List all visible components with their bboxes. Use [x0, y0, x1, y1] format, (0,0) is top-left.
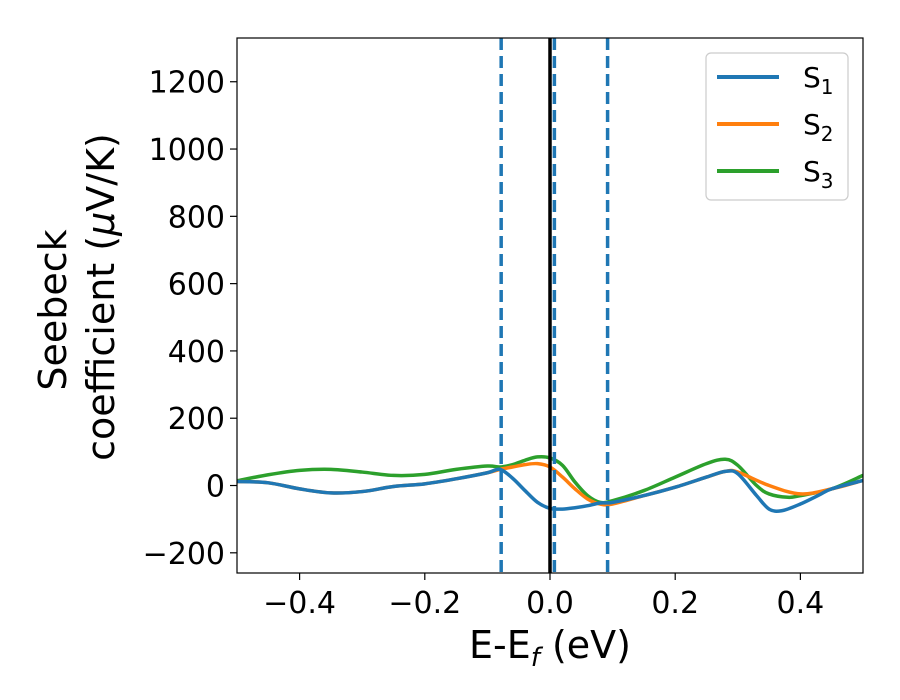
- x-axis-label: E-Ef (eV): [469, 623, 631, 673]
- y-axis-label-line1: Seebeck: [31, 229, 75, 390]
- legend-label-S2: S2: [803, 108, 834, 146]
- series-line-S1: [237, 467, 863, 514]
- y-tick-label: 1200: [149, 66, 225, 101]
- y-axis-label-line2: coefficient (μV/K): [79, 133, 123, 461]
- y-axis-label: Seebeck coefficient (μV/K): [31, 133, 123, 461]
- y-tick-label: −200: [143, 537, 225, 572]
- legend-label-S3: S3: [803, 155, 834, 193]
- y-tick-label: 0: [206, 470, 225, 505]
- x-tick-label: −0.4: [263, 586, 336, 621]
- y-tick-label: 200: [168, 402, 225, 437]
- x-tick-label: −0.2: [388, 586, 461, 621]
- x-tick-label: 0.0: [526, 586, 574, 621]
- y-tick-label: 400: [168, 335, 225, 370]
- series-group: [237, 454, 863, 514]
- y-tick-label: 800: [168, 200, 225, 235]
- legend-box: [705, 52, 849, 201]
- x-tick-label: 0.4: [777, 586, 825, 621]
- y-tick-label: 600: [168, 268, 225, 303]
- series-line-S3: [237, 454, 863, 505]
- x-tick-label: 0.2: [651, 586, 699, 621]
- legend: S1 S2 S3: [705, 52, 849, 201]
- legend-label-S1: S1: [803, 61, 834, 99]
- plot-area: −0.4 −0.2 0.0 0.2 0.4 −200 0 200 400 600 800 1000 12…: [143, 37, 864, 621]
- y-tick-label: 1000: [149, 133, 225, 168]
